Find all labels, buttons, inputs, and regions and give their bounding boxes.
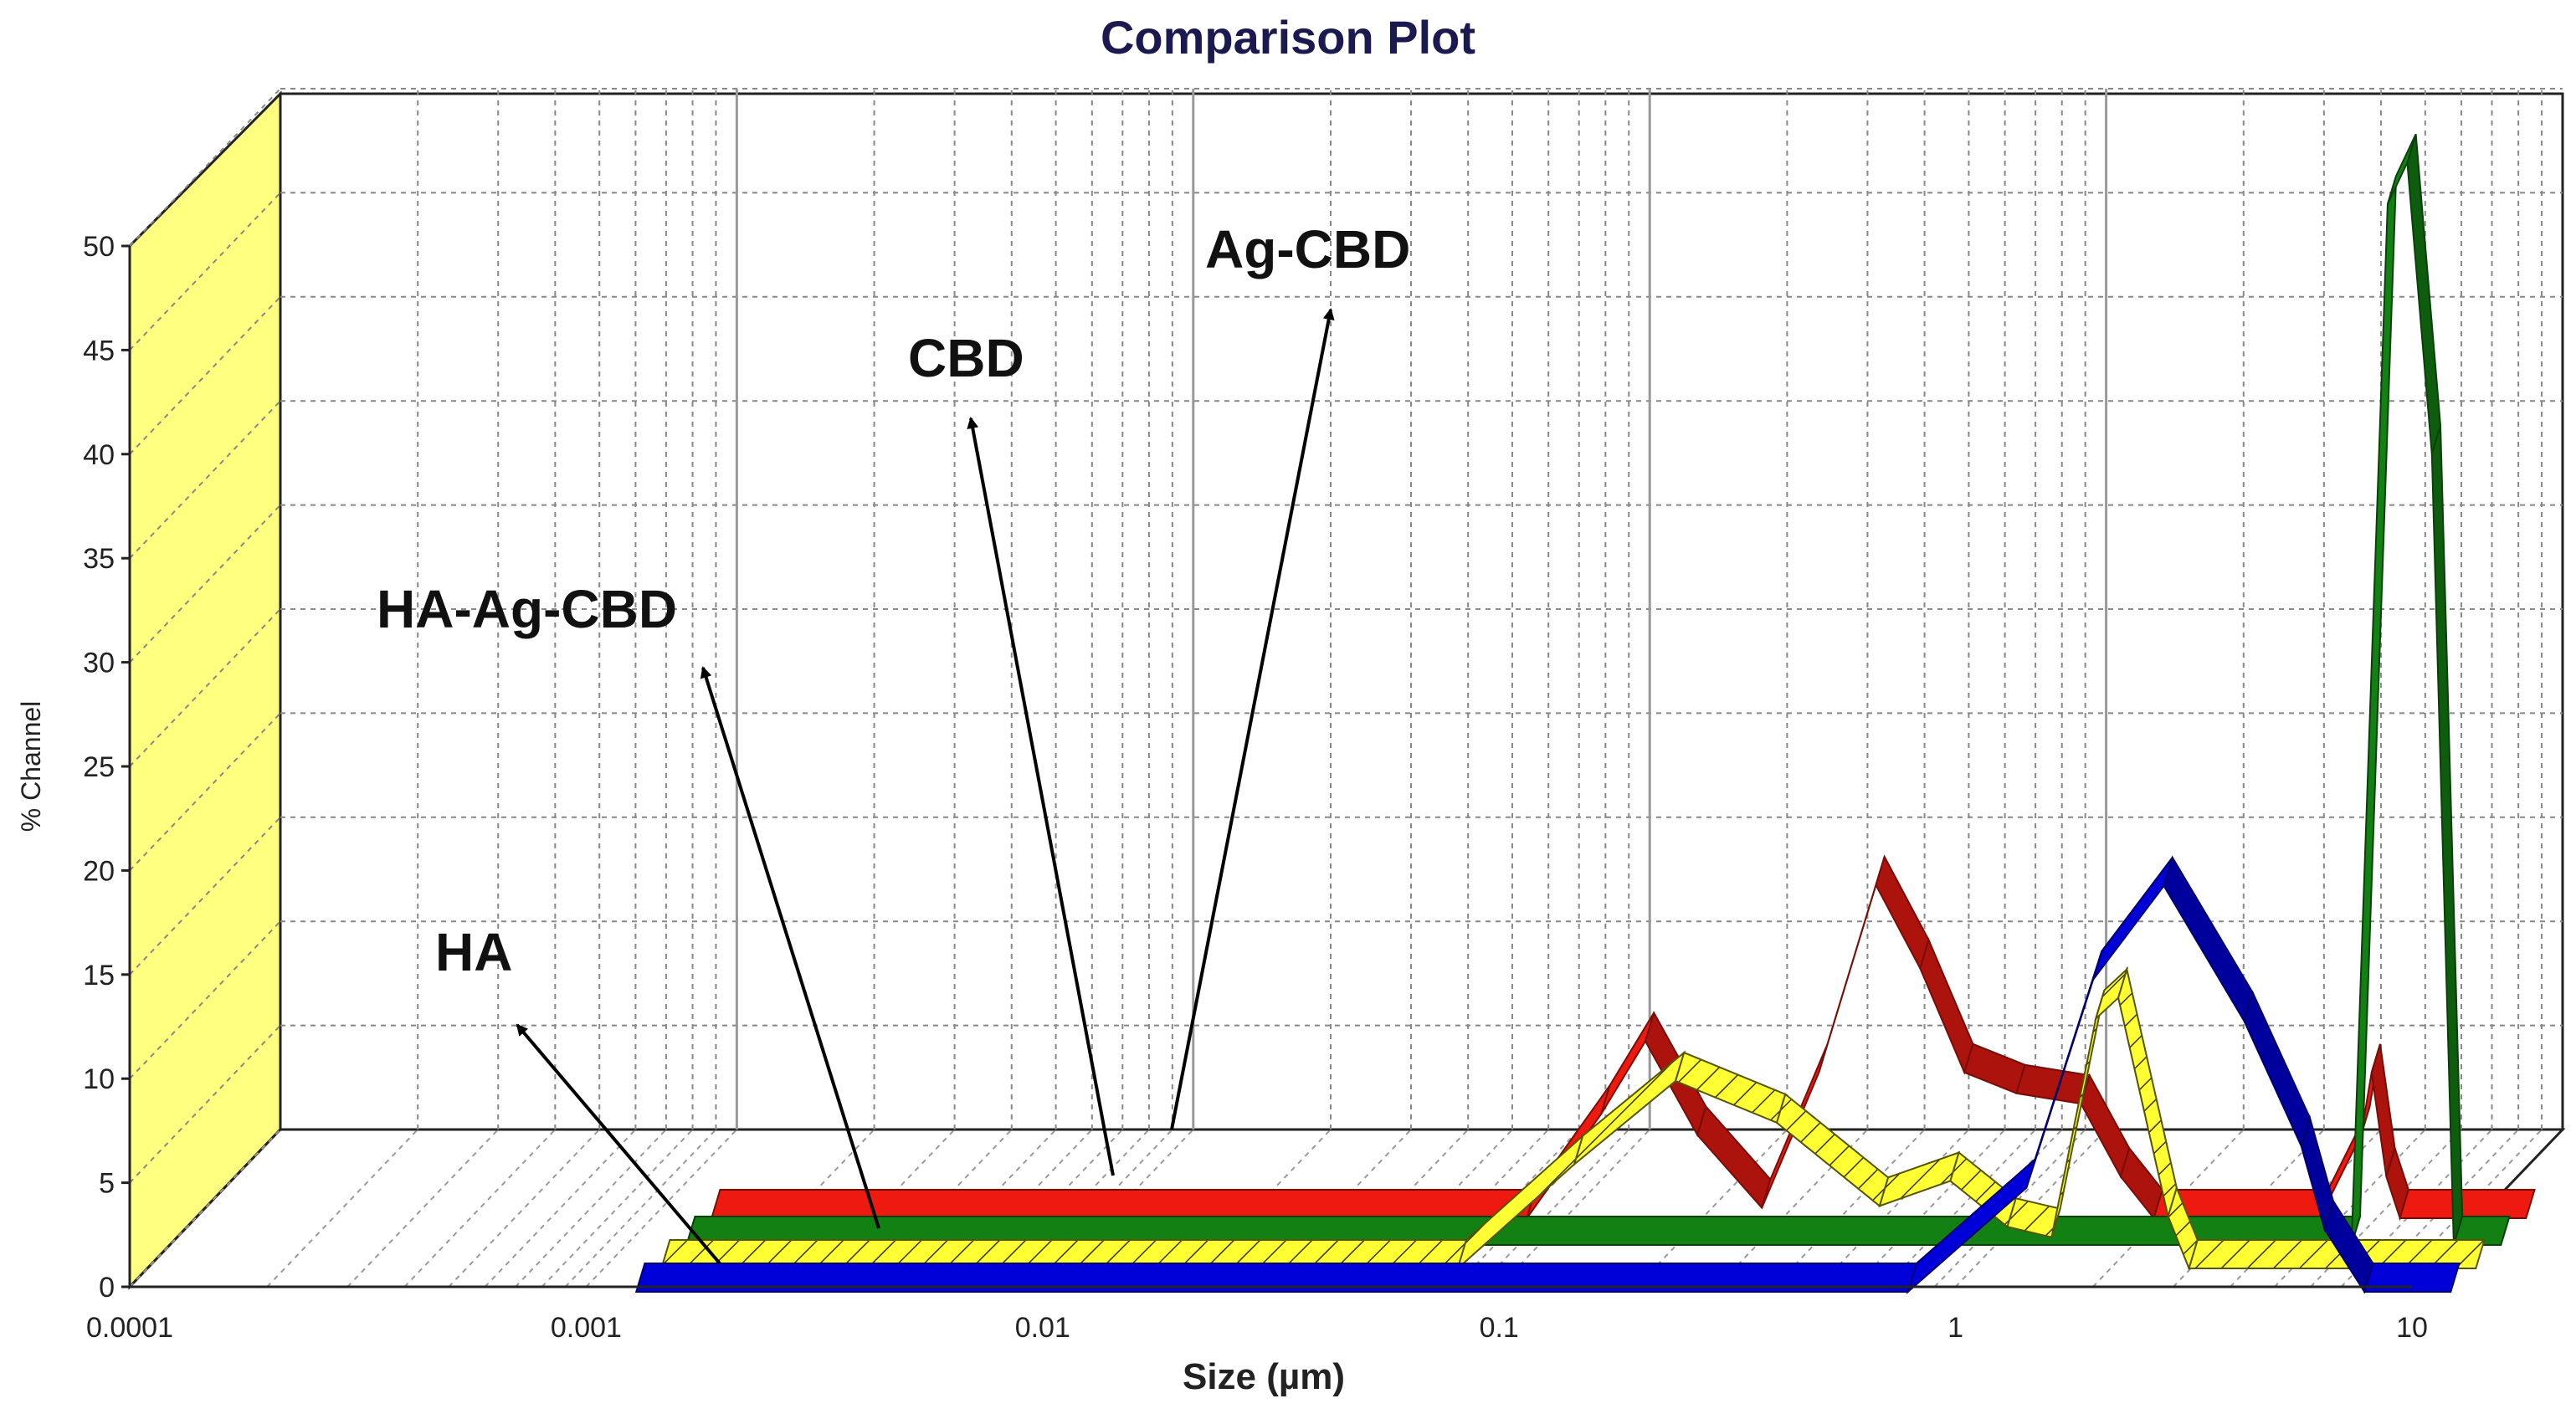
y-gridline-side bbox=[129, 504, 281, 663]
y-axis-label: % Channel bbox=[16, 701, 46, 832]
x-gridline-floor bbox=[1477, 1129, 1629, 1288]
grid-side bbox=[129, 88, 281, 1184]
grid-floor bbox=[129, 1129, 2543, 1288]
x-gridline-floor bbox=[484, 1129, 637, 1288]
x-tick-label: 1 bbox=[1947, 1312, 1963, 1344]
y-tick-label: 25 bbox=[83, 751, 115, 783]
x-gridline-floor bbox=[1260, 1129, 1412, 1288]
y-tick-label: 15 bbox=[83, 960, 115, 991]
grid-back bbox=[280, 88, 2563, 1130]
series-cbd bbox=[685, 133, 2511, 1246]
y-gridline-side bbox=[129, 817, 281, 976]
x-gridline-floor bbox=[941, 1129, 1093, 1288]
back-wall bbox=[279, 92, 2564, 1131]
annotation-label: Ag-CBD bbox=[1205, 219, 1410, 279]
x-gridline-floor bbox=[2367, 1129, 2519, 1288]
x-tick-label: 0.001 bbox=[551, 1312, 622, 1344]
x-tick-label: 10 bbox=[2396, 1312, 2428, 1344]
x-gridline-floor bbox=[1498, 1129, 1650, 1288]
x-gridline-floor bbox=[971, 1129, 1124, 1288]
chart-title: Comparison Plot bbox=[1101, 11, 1475, 64]
y-gridline-side bbox=[129, 608, 281, 767]
annotation-label: HA-Ag-CBD bbox=[377, 579, 677, 639]
y-tick-label: 5 bbox=[99, 1168, 115, 1200]
x-gridline-floor bbox=[1635, 1129, 1788, 1288]
y-gridline-side bbox=[129, 920, 281, 1079]
annotation-arrow bbox=[700, 666, 880, 1229]
x-gridline-floor bbox=[1427, 1129, 1580, 1288]
left-wall bbox=[128, 90, 282, 1290]
x-gridline-floor bbox=[515, 1129, 667, 1288]
x-gridline-floor bbox=[2092, 1129, 2245, 1288]
x-gridline-floor bbox=[346, 1129, 499, 1288]
y-tick-label: 30 bbox=[83, 648, 115, 679]
y-tick-label: 50 bbox=[83, 231, 115, 263]
series-ha bbox=[634, 855, 2461, 1295]
x-tick-label: 0.1 bbox=[1480, 1312, 1519, 1344]
ribbon-segment bbox=[2363, 1263, 2461, 1293]
y-gridline-side bbox=[129, 712, 281, 872]
x-gridline-floor bbox=[1179, 1129, 1332, 1288]
y-gridline-side bbox=[129, 1024, 281, 1184]
x-gridline-floor bbox=[1397, 1129, 1549, 1288]
x-gridline-floor bbox=[722, 1129, 875, 1288]
x-gridline-floor bbox=[904, 1129, 1057, 1288]
ribbon-segment bbox=[2452, 1216, 2511, 1246]
y-tick-label: 40 bbox=[83, 439, 115, 471]
series-ha-ag-cbd bbox=[659, 966, 2486, 1272]
y-tick-label: 0 bbox=[99, 1272, 115, 1304]
x-axis-label: Size (µm) bbox=[1183, 1356, 1345, 1397]
x-gridline-floor bbox=[1853, 1129, 2006, 1288]
annotation-label: HA bbox=[435, 922, 512, 982]
x-gridline-floor bbox=[998, 1129, 1150, 1288]
y-ticks: 0 5 10 15 20 25 30 35 40 45 50 bbox=[83, 231, 130, 1304]
x-gridline-floor bbox=[1954, 1129, 2107, 1288]
annotations: Ag-CBD CBD HA-Ag-CBD HA bbox=[377, 219, 1410, 1265]
y-tick-label: 45 bbox=[83, 335, 115, 366]
x-gridline-floor bbox=[860, 1129, 1013, 1288]
x-tick-label: 0.0001 bbox=[86, 1312, 173, 1344]
x-gridline-floor bbox=[129, 1129, 281, 1288]
y-gridline-side bbox=[129, 400, 281, 559]
annotation-arrow bbox=[967, 417, 1115, 1176]
y-gridline-side bbox=[129, 88, 281, 247]
y-gridline-side bbox=[129, 192, 281, 351]
x-gridline-floor bbox=[266, 1129, 418, 1288]
x-gridline-floor bbox=[585, 1129, 738, 1288]
y-tick-label: 20 bbox=[83, 855, 115, 887]
x-ticks: 0.0001 0.001 0.01 0.1 1 10 bbox=[86, 1312, 2428, 1344]
annotation-arrow bbox=[516, 1023, 721, 1265]
x-gridline-floor bbox=[803, 1129, 956, 1288]
x-gridline-floor bbox=[1933, 1129, 2086, 1288]
x-gridline-floor bbox=[448, 1129, 600, 1288]
x-tick-label: 0.01 bbox=[1015, 1312, 1070, 1344]
x-gridline-floor bbox=[2274, 1129, 2426, 1288]
x-gridline-floor bbox=[2340, 1129, 2493, 1288]
y-tick-label: 35 bbox=[83, 543, 115, 575]
ribbon-segment bbox=[2399, 1189, 2536, 1219]
ribbon-segment bbox=[710, 1189, 1537, 1219]
ribbon-segment bbox=[2188, 1239, 2486, 1269]
x-gridline-floor bbox=[1021, 1129, 1173, 1288]
annotation-arrow bbox=[1170, 308, 1335, 1130]
annotation-label: CBD bbox=[908, 328, 1024, 388]
x-gridline-floor bbox=[1817, 1129, 1970, 1288]
ribbons bbox=[634, 133, 2536, 1295]
x-gridline-floor bbox=[2310, 1129, 2462, 1288]
x-gridline-floor bbox=[1042, 1129, 1194, 1288]
x-gridline-floor bbox=[403, 1129, 557, 1288]
x-gridline-floor bbox=[1884, 1129, 2036, 1288]
x-gridline-floor bbox=[541, 1129, 694, 1288]
x-gridline-floor bbox=[2390, 1129, 2543, 1288]
x-gridline-floor bbox=[1361, 1129, 1513, 1288]
y-tick-label: 10 bbox=[83, 1063, 115, 1095]
x-gridline-floor bbox=[564, 1129, 717, 1288]
x-gridline-floor bbox=[1773, 1129, 1926, 1288]
y-gridline-side bbox=[129, 296, 281, 455]
x-gridline-floor bbox=[2173, 1129, 2325, 1288]
x-gridline-floor bbox=[1316, 1129, 1469, 1288]
